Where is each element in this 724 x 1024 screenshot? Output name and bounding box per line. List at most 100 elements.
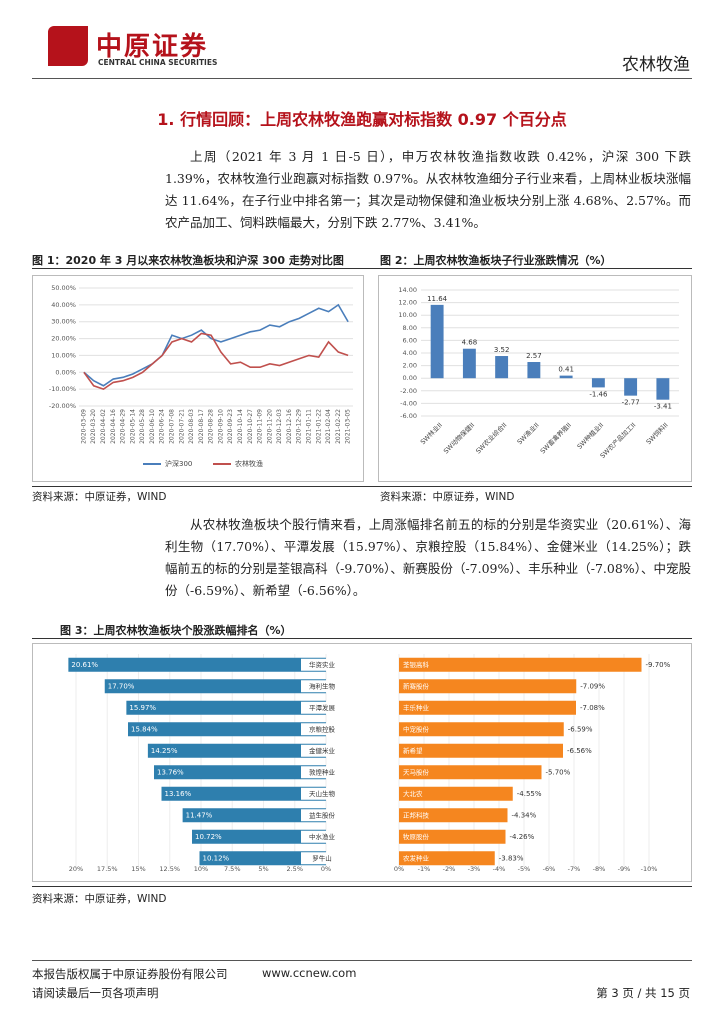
name-box xyxy=(301,744,343,757)
bar xyxy=(399,743,563,758)
category-label: 正邦科技 xyxy=(403,810,430,819)
x-tick-label: -10% xyxy=(641,865,658,873)
x-tick-label: 2020-05-14 xyxy=(129,409,136,444)
bar xyxy=(559,375,573,379)
x-tick-label: 0% xyxy=(394,865,404,873)
x-tick-label: SW动物保健II xyxy=(441,420,476,455)
category-label: 罗牛山 xyxy=(312,853,332,862)
x-tick-label: SW渔业II xyxy=(515,420,541,446)
source: 资料来源：中原证券，WIND xyxy=(380,491,515,503)
x-tick-label: 2020-09-10 xyxy=(217,409,224,444)
category-label: 新赛股份 xyxy=(403,681,430,690)
y-tick-label: 40.00% xyxy=(51,301,76,309)
bar xyxy=(161,786,326,801)
data-label: -4.26% xyxy=(510,833,535,841)
line-series xyxy=(83,303,349,387)
category-label: 金健米业 xyxy=(309,746,336,755)
x-tick-label: 2021-03-05 xyxy=(345,409,352,444)
x-tick-label: 7.5% xyxy=(224,865,241,873)
paragraph: 从农林牧渔板块个股行情来看，上周涨幅排名前五的标的分别是华资实业（20.61%）… xyxy=(165,517,691,598)
data-label: -6.59% xyxy=(568,725,593,733)
category-label: 大北农 xyxy=(403,789,423,798)
bar xyxy=(399,657,642,672)
y-tick-label: -4.00 xyxy=(400,399,417,407)
rule xyxy=(32,886,692,887)
x-tick-label: 0% xyxy=(321,865,331,873)
source: 资料来源：中原证券，WIND xyxy=(32,491,167,503)
category-label: 中水渔业 xyxy=(309,832,336,841)
y-tick-label: 10.00% xyxy=(51,351,76,359)
x-tick-label: 2020-12-29 xyxy=(296,409,303,444)
y-tick-label: -10.00% xyxy=(49,385,76,393)
x-tick-label: 2020-04-02 xyxy=(100,409,107,444)
logo-cn: 中原证券 xyxy=(96,32,209,62)
disclaimer: 请阅读最后一页各项声明 xyxy=(32,986,159,1000)
category-label: 华资实业 xyxy=(309,660,336,669)
x-tick-label: -1% xyxy=(418,865,431,873)
bar xyxy=(199,851,326,866)
x-tick-label: 2021-01-11 xyxy=(305,409,312,444)
x-tick-label: 5% xyxy=(258,865,268,873)
name-box xyxy=(301,852,343,865)
data-label: 11.47% xyxy=(186,811,213,819)
data-label: 15.84% xyxy=(131,725,158,733)
bar xyxy=(399,722,564,737)
category-label: 农发种业 xyxy=(403,853,430,862)
chart: -20.00% -10.00% 0.00% 10.00% 20.00% 30.00% 40.… xyxy=(32,275,364,482)
page-number: 第 3 页 / 共 15 页 xyxy=(596,986,690,1000)
data-label: -3.41 xyxy=(654,403,672,411)
x-tick-label: -2% xyxy=(443,865,456,873)
figure-title: 图 2：上周农林牧渔板块子行业涨跌情况（%） xyxy=(380,254,612,267)
data-label: 2.57 xyxy=(526,352,542,360)
y-tick-label: 2.00 xyxy=(403,362,417,370)
x-tick-label: 2020-12-03 xyxy=(276,409,283,444)
y-tick-label: 4.00 xyxy=(403,349,417,357)
x-tick-label: -7% xyxy=(568,865,581,873)
bar xyxy=(399,786,513,801)
data-label: -1.46 xyxy=(589,390,608,398)
x-tick-label: 20% xyxy=(69,865,83,873)
bar xyxy=(591,378,605,388)
data-label: 0.41 xyxy=(558,366,574,374)
category-label: 丰乐种业 xyxy=(403,703,430,712)
x-tick-label: 15% xyxy=(131,865,145,873)
section-name: 农林牧渔 xyxy=(622,55,690,75)
category-label: 牧原股份 xyxy=(403,832,430,841)
category-label: 益生股份 xyxy=(309,810,336,819)
legend-label: 农林牧渔 xyxy=(235,459,263,468)
data-label: 17.70% xyxy=(108,682,135,690)
category-label: 荃银高科 xyxy=(403,660,430,669)
x-tick-label: 2020-07-08 xyxy=(168,409,175,444)
data-label: -4.34% xyxy=(512,811,537,819)
x-tick-label: -8% xyxy=(593,865,606,873)
data-label: -9.70% xyxy=(646,661,671,669)
y-tick-label: -20.00% xyxy=(49,402,76,410)
category-label: 天马股份 xyxy=(403,767,430,776)
figure-title: 图 1：2020 年 3 月以来农林牧渔板块和沪深 300 走势对比图 xyxy=(32,254,344,267)
data-label: 13.76% xyxy=(157,768,184,776)
bar xyxy=(527,362,541,379)
category-label: 京粮控股 xyxy=(309,724,336,733)
bar xyxy=(147,743,326,758)
x-tick-label: 2020-06-10 xyxy=(149,409,156,444)
x-tick-label: 2020-06-24 xyxy=(159,409,166,444)
category-label: 天山生物 xyxy=(309,789,336,798)
name-box xyxy=(301,723,343,736)
category-label: 海利生物 xyxy=(309,681,336,690)
name-box xyxy=(301,680,343,693)
bar xyxy=(154,765,326,780)
bar xyxy=(399,765,542,780)
x-tick-label: SW农业综合II xyxy=(474,420,509,455)
figure-title: 图 3：上周农林牧渔板块个股涨跌幅排名（%） xyxy=(60,624,292,637)
bar xyxy=(399,829,506,844)
x-tick-label: 2021-02-22 xyxy=(335,409,342,444)
data-label: 10.72% xyxy=(195,833,222,841)
x-tick-label: 2020-04-29 xyxy=(120,409,127,444)
bar xyxy=(462,348,476,379)
y-tick-label: -2.00 xyxy=(400,387,417,395)
bar xyxy=(104,679,326,694)
data-label: -3.83% xyxy=(499,854,524,862)
x-tick-label: 2020-10-14 xyxy=(237,409,244,444)
category-label: 中宠股份 xyxy=(403,724,430,733)
